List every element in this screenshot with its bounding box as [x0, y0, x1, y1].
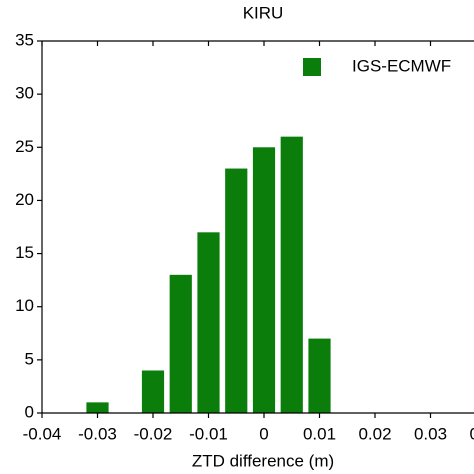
x-tick-label: -0.04 [23, 424, 62, 443]
x-tick-label: 0 [259, 424, 268, 443]
y-tick-label: 35 [15, 30, 34, 49]
x-tick-label: 0.03 [414, 424, 447, 443]
y-tick-label: 10 [15, 296, 34, 315]
bar [141, 370, 165, 413]
bar [280, 136, 303, 413]
legend-label: IGS-ECMWF [352, 56, 451, 75]
x-tick-label: -0.03 [78, 424, 117, 443]
legend-swatch [303, 58, 321, 76]
x-tick-label: 0.02 [358, 424, 391, 443]
bar [197, 232, 220, 413]
bar [308, 338, 331, 413]
y-tick-label: 25 [15, 137, 34, 156]
x-tick-label: 0.04 [469, 424, 474, 443]
y-tick-label: 20 [15, 190, 34, 209]
bar [225, 168, 248, 413]
bar [169, 274, 192, 413]
bar [252, 147, 276, 414]
x-tick-label: -0.01 [189, 424, 228, 443]
x-axis-label: ZTD difference (m) [192, 451, 334, 470]
y-tick-label: 15 [15, 243, 34, 262]
x-tick-label: 0.01 [303, 424, 336, 443]
x-tick-label: -0.02 [134, 424, 173, 443]
bar [86, 402, 109, 413]
y-tick-label: 0 [25, 402, 34, 421]
y-tick-label: 5 [25, 349, 34, 368]
y-tick-label: 30 [15, 84, 34, 103]
chart-title: KIRU [243, 3, 284, 22]
